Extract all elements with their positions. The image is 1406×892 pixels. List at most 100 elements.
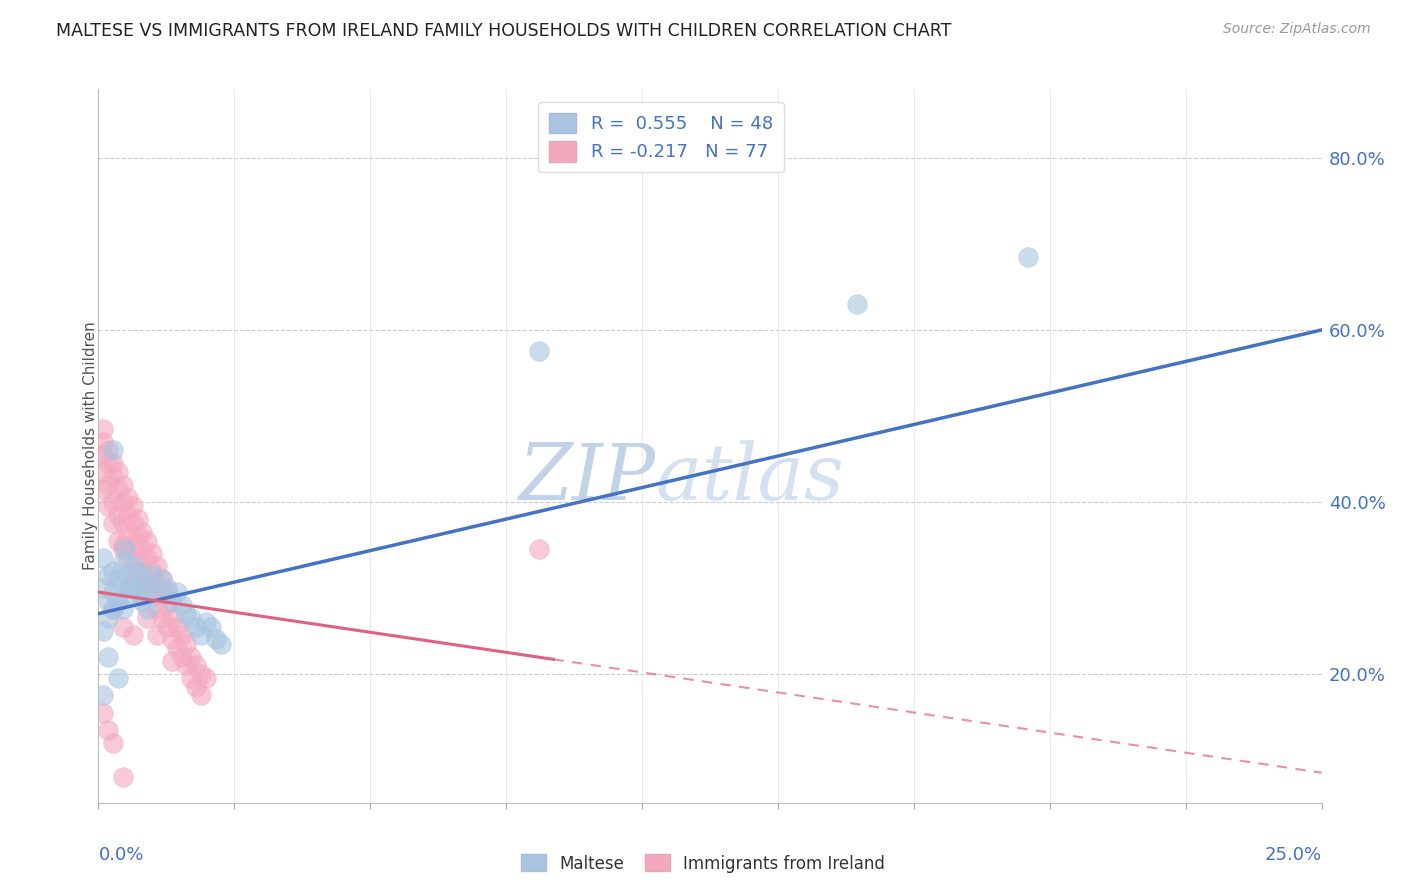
- Point: [141, 564, 163, 578]
- Point: [107, 482, 129, 496]
- Point: [146, 559, 169, 574]
- Point: [101, 736, 124, 750]
- Point: [107, 465, 129, 479]
- Point: [111, 542, 134, 557]
- Point: [117, 568, 139, 582]
- Point: [200, 619, 222, 633]
- Point: [97, 723, 120, 737]
- Point: [190, 689, 212, 703]
- Point: [111, 555, 134, 569]
- Point: [97, 443, 120, 458]
- Point: [156, 619, 179, 633]
- Point: [170, 649, 193, 664]
- Point: [131, 524, 153, 539]
- Point: [146, 628, 169, 642]
- Point: [205, 632, 228, 647]
- Point: [97, 593, 120, 607]
- Point: [195, 671, 218, 685]
- Point: [91, 434, 114, 449]
- Point: [186, 658, 208, 673]
- Point: [131, 572, 153, 586]
- Point: [845, 297, 868, 311]
- Point: [107, 671, 129, 685]
- Point: [101, 602, 124, 616]
- Text: 0.0%: 0.0%: [98, 846, 143, 863]
- Point: [101, 585, 124, 599]
- Point: [146, 585, 169, 599]
- Point: [91, 465, 114, 479]
- Point: [195, 615, 218, 630]
- Point: [101, 516, 124, 531]
- Point: [160, 654, 183, 668]
- Y-axis label: Family Households with Children: Family Households with Children: [83, 322, 97, 570]
- Point: [176, 637, 198, 651]
- Point: [121, 499, 143, 513]
- Point: [136, 576, 159, 591]
- Point: [111, 516, 134, 531]
- Point: [101, 602, 124, 616]
- Point: [91, 550, 114, 565]
- Point: [127, 512, 149, 526]
- Point: [91, 448, 114, 462]
- Point: [121, 564, 143, 578]
- Point: [117, 508, 139, 522]
- Point: [170, 628, 193, 642]
- Point: [91, 689, 114, 703]
- Point: [209, 637, 232, 651]
- Point: [111, 619, 134, 633]
- Point: [111, 538, 134, 552]
- Text: Source: ZipAtlas.com: Source: ZipAtlas.com: [1223, 22, 1371, 37]
- Point: [141, 585, 163, 599]
- Point: [91, 581, 114, 595]
- Point: [121, 559, 143, 574]
- Point: [120, 576, 142, 591]
- Point: [107, 593, 129, 607]
- Point: [111, 770, 134, 784]
- Point: [131, 542, 153, 557]
- Point: [117, 491, 139, 505]
- Point: [180, 649, 202, 664]
- Point: [150, 572, 173, 586]
- Point: [146, 602, 169, 616]
- Point: [136, 602, 159, 616]
- Point: [136, 550, 159, 565]
- Point: [101, 443, 124, 458]
- Point: [97, 568, 120, 582]
- Point: [127, 585, 149, 599]
- Point: [101, 495, 124, 509]
- Point: [141, 546, 163, 560]
- Point: [136, 533, 159, 548]
- Point: [91, 482, 114, 496]
- Point: [150, 572, 173, 586]
- Point: [127, 529, 149, 543]
- Point: [160, 632, 183, 647]
- Point: [111, 602, 134, 616]
- Point: [97, 456, 120, 470]
- Point: [107, 508, 129, 522]
- Text: ZIP: ZIP: [517, 440, 655, 516]
- Point: [111, 581, 134, 595]
- Point: [91, 706, 114, 720]
- Point: [91, 422, 114, 436]
- Point: [136, 611, 159, 625]
- Point: [170, 598, 193, 612]
- Point: [121, 628, 143, 642]
- Point: [156, 585, 179, 599]
- Point: [117, 550, 139, 565]
- Point: [101, 564, 124, 578]
- Point: [527, 344, 550, 359]
- Point: [176, 658, 198, 673]
- Text: MALTESE VS IMMIGRANTS FROM IRELAND FAMILY HOUSEHOLDS WITH CHILDREN CORRELATION C: MALTESE VS IMMIGRANTS FROM IRELAND FAMIL…: [56, 22, 952, 40]
- Point: [127, 550, 149, 565]
- Point: [131, 590, 153, 604]
- Point: [180, 611, 202, 625]
- Point: [166, 585, 188, 599]
- Point: [111, 495, 134, 509]
- Point: [111, 477, 134, 491]
- Point: [127, 564, 149, 578]
- Text: 25.0%: 25.0%: [1264, 846, 1322, 863]
- Legend: R =  0.555    N = 48, R = -0.217   N = 77: R = 0.555 N = 48, R = -0.217 N = 77: [538, 102, 783, 172]
- Point: [107, 533, 129, 548]
- Point: [97, 499, 120, 513]
- Point: [166, 641, 188, 656]
